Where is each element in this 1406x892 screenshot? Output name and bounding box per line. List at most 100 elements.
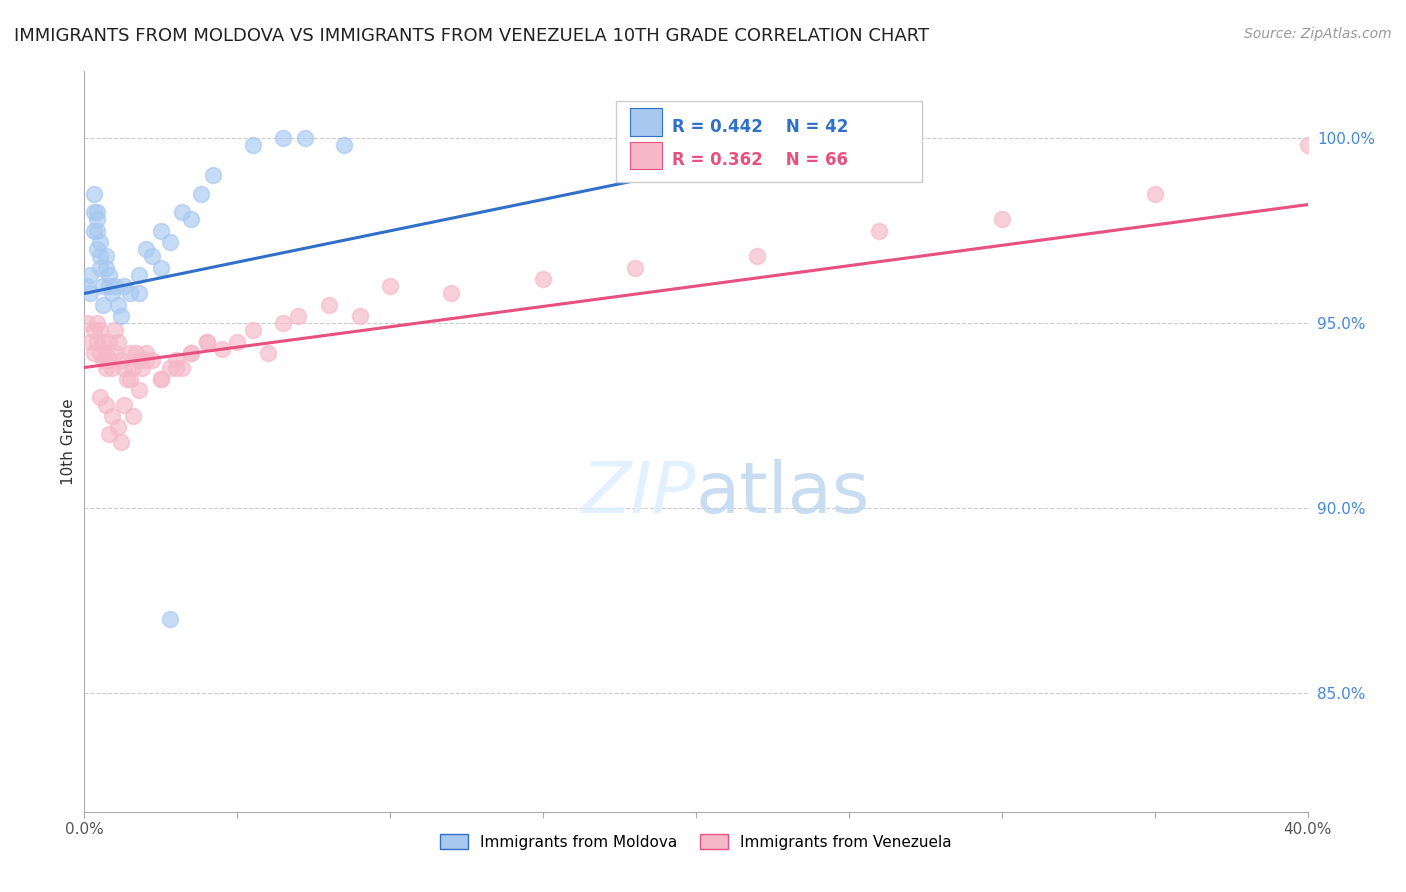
Point xyxy=(120,286,142,301)
Point xyxy=(101,360,124,375)
Point xyxy=(79,286,101,301)
Point xyxy=(180,345,202,359)
Point xyxy=(110,434,132,449)
Point xyxy=(131,360,153,375)
Point xyxy=(122,360,145,375)
Point xyxy=(112,397,135,411)
Point xyxy=(380,279,402,293)
Text: R = 0.442    N = 42: R = 0.442 N = 42 xyxy=(672,118,848,136)
Point xyxy=(89,323,111,337)
Point xyxy=(128,383,150,397)
Point xyxy=(112,360,135,375)
Text: ZIP: ZIP xyxy=(582,458,696,528)
Point xyxy=(76,316,98,330)
Point xyxy=(83,223,105,237)
Point xyxy=(271,316,294,330)
Point xyxy=(201,168,224,182)
Point xyxy=(83,205,105,219)
Point xyxy=(159,360,181,375)
Point xyxy=(86,223,108,237)
Point xyxy=(149,223,172,237)
Point xyxy=(125,345,148,359)
Point xyxy=(271,131,294,145)
Legend: Immigrants from Moldova, Immigrants from Venezuela: Immigrants from Moldova, Immigrants from… xyxy=(434,828,957,856)
Point xyxy=(531,271,554,285)
Point xyxy=(180,345,202,359)
Point xyxy=(172,360,194,375)
Point xyxy=(86,334,108,349)
Point xyxy=(128,268,150,282)
Point xyxy=(624,260,647,275)
Point xyxy=(115,371,138,385)
Point xyxy=(165,360,187,375)
FancyBboxPatch shape xyxy=(630,142,662,169)
Point xyxy=(195,334,218,349)
Point xyxy=(83,345,105,359)
Point xyxy=(349,309,371,323)
Point xyxy=(190,186,212,201)
Point xyxy=(1296,138,1319,153)
Point xyxy=(101,286,124,301)
Point xyxy=(86,212,108,227)
Point xyxy=(97,334,120,349)
Point xyxy=(97,427,120,442)
Point xyxy=(89,249,111,263)
Point xyxy=(149,260,172,275)
Point xyxy=(104,279,127,293)
Point xyxy=(94,260,117,275)
Point xyxy=(226,334,249,349)
Text: atlas: atlas xyxy=(696,458,870,528)
Point xyxy=(1143,186,1166,201)
Point xyxy=(159,235,181,249)
Point xyxy=(86,316,108,330)
Point xyxy=(89,235,111,249)
Point xyxy=(257,345,280,359)
Point xyxy=(91,297,114,311)
FancyBboxPatch shape xyxy=(616,101,922,183)
Point xyxy=(94,345,117,359)
Point xyxy=(149,371,172,385)
Point xyxy=(165,353,187,368)
Point xyxy=(159,612,181,626)
FancyBboxPatch shape xyxy=(630,109,662,136)
Point xyxy=(242,323,264,337)
Point xyxy=(242,138,264,153)
Point xyxy=(110,309,132,323)
Text: Source: ZipAtlas.com: Source: ZipAtlas.com xyxy=(1244,27,1392,41)
Point xyxy=(104,345,127,359)
Point xyxy=(91,353,114,368)
Point xyxy=(76,279,98,293)
Point xyxy=(101,409,124,423)
Point xyxy=(172,205,194,219)
Point xyxy=(128,286,150,301)
Point xyxy=(107,297,129,311)
Point xyxy=(141,249,163,263)
Point xyxy=(135,353,157,368)
Point xyxy=(318,297,340,311)
Point xyxy=(79,268,101,282)
Point xyxy=(107,419,129,434)
Point xyxy=(135,242,157,256)
Point xyxy=(86,205,108,219)
Point xyxy=(112,279,135,293)
Point xyxy=(89,260,111,275)
Point xyxy=(180,212,202,227)
Point xyxy=(991,212,1014,227)
Point xyxy=(747,249,769,263)
Point xyxy=(97,279,120,293)
Point xyxy=(120,371,142,385)
Point xyxy=(149,371,172,385)
Point xyxy=(83,186,105,201)
Point xyxy=(128,353,150,368)
Point xyxy=(869,223,891,237)
Point xyxy=(869,131,891,145)
Point xyxy=(83,323,105,337)
Point xyxy=(97,353,120,368)
Point xyxy=(89,390,111,404)
Point xyxy=(91,334,114,349)
Point xyxy=(440,286,463,301)
Point xyxy=(122,409,145,423)
Point xyxy=(287,309,309,323)
Point xyxy=(79,334,101,349)
Point xyxy=(107,334,129,349)
